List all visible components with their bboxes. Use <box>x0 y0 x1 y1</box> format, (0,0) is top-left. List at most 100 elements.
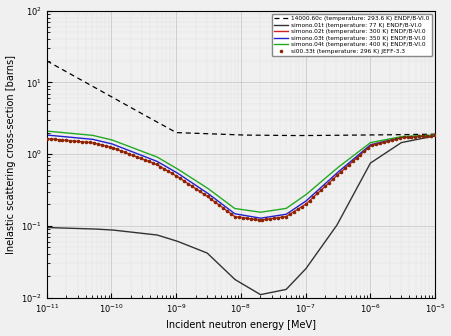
simono.01t (temperature: 77 K) ENDF/B-VI.0: (1e-05, 1.8): 77 K) ENDF/B-VI.0: (1e-05, 1.8) <box>433 134 438 138</box>
si00.33t (temperature: 296 K) JEFF-3.3: (9.31e-09, 0.133): 296 K) JEFF-3.3: (9.31e-09, 0.133) <box>235 214 243 220</box>
si00.33t (temperature: 296 K) JEFF-3.3: (6.12e-09, 0.162): 296 K) JEFF-3.3: (6.12e-09, 0.162) <box>224 208 231 214</box>
simono.04t (temperature: 400 K) ENDF/B-VI.0: (1e-05, 1.85): 400 K) ENDF/B-VI.0: (1e-05, 1.85) <box>433 133 438 137</box>
si00.33t (temperature: 296 K) JEFF-3.3: (7.05e-11, 1.35): 296 K) JEFF-3.3: (7.05e-11, 1.35) <box>98 142 105 148</box>
si00.33t (temperature: 296 K) JEFF-3.3: (3.51e-09, 0.235): 296 K) JEFF-3.3: (3.51e-09, 0.235) <box>208 197 215 202</box>
si00.33t (temperature: 296 K) JEFF-3.3: (4.03e-07, 0.634): 296 K) JEFF-3.3: (4.03e-07, 0.634) <box>341 166 349 171</box>
Line: simono.01t (temperature: 77 K) ENDF/B-VI.0: simono.01t (temperature: 77 K) ENDF/B-VI… <box>47 136 435 295</box>
si00.33t (temperature: 296 K) JEFF-3.3: (6.13e-07, 0.884): 296 K) JEFF-3.3: (6.13e-07, 0.884) <box>353 155 360 161</box>
si00.33t (temperature: 296 K) JEFF-3.3: (4.64e-11, 1.46): 296 K) JEFF-3.3: (4.64e-11, 1.46) <box>86 140 93 145</box>
simono.03t (temperature: 350 K) ENDF/B-VI.0: (1.1e-10, 1.36): 350 K) ENDF/B-VI.0: (1.1e-10, 1.36) <box>111 143 117 147</box>
si00.33t (temperature: 296 K) JEFF-3.3: (8.68e-10, 0.54): 296 K) JEFF-3.3: (8.68e-10, 0.54) <box>169 171 176 176</box>
si00.33t (temperature: 296 K) JEFF-3.3: (1.07e-10, 1.22): 296 K) JEFF-3.3: (1.07e-10, 1.22) <box>110 145 117 151</box>
si00.33t (temperature: 296 K) JEFF-3.3: (1.52e-07, 0.284): 296 K) JEFF-3.3: (1.52e-07, 0.284) <box>314 191 321 196</box>
si00.33t (temperature: 296 K) JEFF-3.3: (1.32e-11, 1.62): 296 K) JEFF-3.3: (1.32e-11, 1.62) <box>51 136 58 142</box>
simono.02t (temperature: 300 K) ENDF/B-VI.0: (1.1e-10, 1.21): 300 K) ENDF/B-VI.0: (1.1e-10, 1.21) <box>111 146 117 150</box>
simono.01t (temperature: 77 K) ENDF/B-VI.0: (2e-09, 0.0485): 77 K) ENDF/B-VI.0: (2e-09, 0.0485) <box>193 246 198 250</box>
si00.33t (temperature: 296 K) JEFF-3.3: (1.75e-11, 1.58): 296 K) JEFF-3.3: (1.75e-11, 1.58) <box>59 137 66 142</box>
si00.33t (temperature: 296 K) JEFF-3.3: (1.63e-06, 1.47): 296 K) JEFF-3.3: (1.63e-06, 1.47) <box>380 139 387 145</box>
si00.33t (temperature: 296 K) JEFF-3.3: (2.48e-06, 1.63): 296 K) JEFF-3.3: (2.48e-06, 1.63) <box>392 136 400 142</box>
si00.33t (temperature: 296 K) JEFF-3.3: (1.88e-08, 0.121): 296 K) JEFF-3.3: (1.88e-08, 0.121) <box>255 217 262 222</box>
si00.33t (temperature: 296 K) JEFF-3.3: (1e-09, 0.501): 296 K) JEFF-3.3: (1e-09, 0.501) <box>173 173 180 178</box>
14000.60c (temperature: 293.6 K) ENDF/B-VI.0: (5e-08, 1.82): 293.6 K) ENDF/B-VI.0: (5e-08, 1.82) <box>283 133 289 137</box>
si00.33t (temperature: 296 K) JEFF-3.3: (4.97e-10, 0.723): 296 K) JEFF-3.3: (4.97e-10, 0.723) <box>153 162 160 167</box>
si00.33t (temperature: 296 K) JEFF-3.3: (3.52e-11, 1.49): 296 K) JEFF-3.3: (3.52e-11, 1.49) <box>78 139 86 144</box>
si00.33t (temperature: 296 K) JEFF-3.3: (4.64e-09, 0.195): 296 K) JEFF-3.3: (4.64e-09, 0.195) <box>216 203 223 208</box>
si00.33t (temperature: 296 K) JEFF-3.3: (1.42e-06, 1.42): 296 K) JEFF-3.3: (1.42e-06, 1.42) <box>377 140 384 146</box>
si00.33t (temperature: 296 K) JEFF-3.3: (5.34e-07, 0.792): 296 K) JEFF-3.3: (5.34e-07, 0.792) <box>349 159 356 164</box>
14000.60c (temperature: 293.6 K) ENDF/B-VI.0: (7.66e-06, 1.89): 293.6 K) ENDF/B-VI.0: (7.66e-06, 1.89) <box>425 132 430 136</box>
si00.33t (temperature: 296 K) JEFF-3.3: (8.71e-06, 1.81): 296 K) JEFF-3.3: (8.71e-06, 1.81) <box>428 133 435 138</box>
si00.33t (temperature: 296 K) JEFF-3.3: (7.06e-09, 0.147): 296 K) JEFF-3.3: (7.06e-09, 0.147) <box>227 211 235 217</box>
si00.33t (temperature: 296 K) JEFF-3.3: (2.01e-07, 0.359): 296 K) JEFF-3.3: (2.01e-07, 0.359) <box>322 183 329 189</box>
simono.03t (temperature: 350 K) ENDF/B-VI.0: (7.66e-06, 1.8): 350 K) ENDF/B-VI.0: (7.66e-06, 1.8) <box>425 134 430 138</box>
X-axis label: Incident neutron energy [MeV]: Incident neutron energy [MeV] <box>166 321 316 330</box>
si00.33t (temperature: 296 K) JEFF-3.3: (1.52e-09, 0.39): 296 K) JEFF-3.3: (1.52e-09, 0.39) <box>184 181 192 186</box>
Line: 14000.60c (temperature: 293.6 K) ENDF/B-VI.0: 14000.60c (temperature: 293.6 K) ENDF/B-… <box>47 61 435 135</box>
14000.60c (temperature: 293.6 K) ENDF/B-VI.0: (3.64e-09, 1.91): 293.6 K) ENDF/B-VI.0: (3.64e-09, 1.91) <box>210 132 215 136</box>
Line: simono.04t (temperature: 400 K) ENDF/B-VI.0: simono.04t (temperature: 400 K) ENDF/B-V… <box>47 131 435 212</box>
si00.33t (temperature: 296 K) JEFF-3.3: (1.15e-11, 1.64): 296 K) JEFF-3.3: (1.15e-11, 1.64) <box>47 136 54 141</box>
simono.02t (temperature: 300 K) ENDF/B-VI.0: (1e-05, 1.82): 300 K) ENDF/B-VI.0: (1e-05, 1.82) <box>433 133 438 137</box>
simono.04t (temperature: 400 K) ENDF/B-VI.0: (1.73e-06, 1.6): 400 K) ENDF/B-VI.0: (1.73e-06, 1.6) <box>383 138 388 142</box>
si00.33t (temperature: 296 K) JEFF-3.3: (2.84e-06, 1.68): 296 K) JEFF-3.3: (2.84e-06, 1.68) <box>396 135 403 141</box>
si00.33t (temperature: 296 K) JEFF-3.3: (1.42e-08, 0.126): 296 K) JEFF-3.3: (1.42e-08, 0.126) <box>247 216 254 221</box>
si00.33t (temperature: 296 K) JEFF-3.3: (3.05e-09, 0.257): 296 K) JEFF-3.3: (3.05e-09, 0.257) <box>204 194 211 199</box>
si00.33t (temperature: 296 K) JEFF-3.3: (5.71e-10, 0.673): 296 K) JEFF-3.3: (5.71e-10, 0.673) <box>157 164 164 169</box>
si00.33t (temperature: 296 K) JEFF-3.3: (4.04e-09, 0.213): 296 K) JEFF-3.3: (4.04e-09, 0.213) <box>212 200 219 205</box>
si00.33t (temperature: 296 K) JEFF-3.3: (2.15e-08, 0.121): 296 K) JEFF-3.3: (2.15e-08, 0.121) <box>259 217 266 222</box>
si00.33t (temperature: 296 K) JEFF-3.3: (3.27e-10, 0.835): 296 K) JEFF-3.3: (3.27e-10, 0.835) <box>141 157 148 163</box>
si00.33t (temperature: 296 K) JEFF-3.3: (1.75e-07, 0.32): 296 K) JEFF-3.3: (1.75e-07, 0.32) <box>318 187 325 193</box>
si00.33t (temperature: 296 K) JEFF-3.3: (1e-11, 1.65): 296 K) JEFF-3.3: (1e-11, 1.65) <box>43 136 51 141</box>
Line: simono.03t (temperature: 350 K) ENDF/B-VI.0: simono.03t (temperature: 350 K) ENDF/B-V… <box>47 135 435 218</box>
si00.33t (temperature: 296 K) JEFF-3.3: (4.99e-06, 1.75): 296 K) JEFF-3.3: (4.99e-06, 1.75) <box>412 134 419 139</box>
simono.03t (temperature: 350 K) ENDF/B-VI.0: (2e-09, 0.37): 350 K) ENDF/B-VI.0: (2e-09, 0.37) <box>193 183 198 187</box>
si00.33t (temperature: 296 K) JEFF-3.3: (5.35e-11, 1.43): 296 K) JEFF-3.3: (5.35e-11, 1.43) <box>90 140 97 146</box>
simono.02t (temperature: 300 K) ENDF/B-VI.0: (4.83e-11, 1.45): 300 K) ENDF/B-VI.0: (4.83e-11, 1.45) <box>88 140 94 144</box>
simono.04t (temperature: 400 K) ENDF/B-VI.0: (2e-08, 0.155): 400 K) ENDF/B-VI.0: (2e-08, 0.155) <box>258 210 263 214</box>
si00.33t (temperature: 296 K) JEFF-3.3: (2.85e-08, 0.126): 296 K) JEFF-3.3: (2.85e-08, 0.126) <box>267 216 274 221</box>
14000.60c (temperature: 293.6 K) ENDF/B-VI.0: (1e-11, 20): 293.6 K) ENDF/B-VI.0: (1e-11, 20) <box>44 59 50 63</box>
si00.33t (temperature: 296 K) JEFF-3.3: (6.57e-08, 0.158): 296 K) JEFF-3.3: (6.57e-08, 0.158) <box>290 209 297 214</box>
si00.33t (temperature: 296 K) JEFF-3.3: (1.75e-09, 0.359): 296 K) JEFF-3.3: (1.75e-09, 0.359) <box>189 183 196 189</box>
si00.33t (temperature: 296 K) JEFF-3.3: (1.63e-08, 0.123): 296 K) JEFF-3.3: (1.63e-08, 0.123) <box>251 217 258 222</box>
simono.01t (temperature: 77 K) ENDF/B-VI.0: (4.83e-11, 0.0911): 77 K) ENDF/B-VI.0: (4.83e-11, 0.0911) <box>88 227 94 231</box>
si00.33t (temperature: 296 K) JEFF-3.3: (1.07e-06, 1.32): 296 K) JEFF-3.3: (1.07e-06, 1.32) <box>368 143 376 148</box>
simono.02t (temperature: 300 K) ENDF/B-VI.0: (1e-11, 1.65): 300 K) ENDF/B-VI.0: (1e-11, 1.65) <box>44 136 50 140</box>
simono.01t (temperature: 77 K) ENDF/B-VI.0: (3.64e-09, 0.0356): 77 K) ENDF/B-VI.0: (3.64e-09, 0.0356) <box>210 256 215 260</box>
si00.33t (temperature: 296 K) JEFF-3.3: (7.56e-10, 0.58): 296 K) JEFF-3.3: (7.56e-10, 0.58) <box>165 168 172 174</box>
si00.33t (temperature: 296 K) JEFF-3.3: (5.73e-06, 1.77): 296 K) JEFF-3.3: (5.73e-06, 1.77) <box>416 134 423 139</box>
simono.03t (temperature: 350 K) ENDF/B-VI.0: (4.83e-11, 1.62): 350 K) ENDF/B-VI.0: (4.83e-11, 1.62) <box>88 137 94 141</box>
si00.33t (temperature: 296 K) JEFF-3.3: (3.27e-08, 0.128): 296 K) JEFF-3.3: (3.27e-08, 0.128) <box>271 215 278 221</box>
si00.33t (temperature: 296 K) JEFF-3.3: (1.42e-10, 1.11): 296 K) JEFF-3.3: (1.42e-10, 1.11) <box>118 148 125 154</box>
si00.33t (temperature: 296 K) JEFF-3.3: (1.07e-08, 0.13): 296 K) JEFF-3.3: (1.07e-08, 0.13) <box>239 215 247 220</box>
si00.33t (temperature: 296 K) JEFF-3.3: (3.76e-08, 0.13): 296 K) JEFF-3.3: (3.76e-08, 0.13) <box>275 215 282 220</box>
si00.33t (temperature: 296 K) JEFF-3.3: (1.63e-10, 1.06): 296 K) JEFF-3.3: (1.63e-10, 1.06) <box>122 150 129 155</box>
si00.33t (temperature: 296 K) JEFF-3.3: (1e-05, 1.82): 296 K) JEFF-3.3: (1e-05, 1.82) <box>432 133 439 138</box>
si00.33t (temperature: 296 K) JEFF-3.3: (5.72e-08, 0.146): 296 K) JEFF-3.3: (5.72e-08, 0.146) <box>286 211 294 217</box>
si00.33t (temperature: 296 K) JEFF-3.3: (6.58e-06, 1.78): 296 K) JEFF-3.3: (6.58e-06, 1.78) <box>419 133 427 139</box>
si00.33t (temperature: 296 K) JEFF-3.3: (8.7e-08, 0.185): 296 K) JEFF-3.3: (8.7e-08, 0.185) <box>298 204 305 209</box>
simono.03t (temperature: 350 K) ENDF/B-VI.0: (1e-05, 1.83): 350 K) ENDF/B-VI.0: (1e-05, 1.83) <box>433 133 438 137</box>
si00.33t (temperature: 296 K) JEFF-3.3: (2.31e-09, 0.305): 296 K) JEFF-3.3: (2.31e-09, 0.305) <box>196 188 203 194</box>
si00.33t (temperature: 296 K) JEFF-3.3: (1.87e-06, 1.52): 296 K) JEFF-3.3: (1.87e-06, 1.52) <box>384 138 391 144</box>
si00.33t (temperature: 296 K) JEFF-3.3: (8.1e-11, 1.31): 296 K) JEFF-3.3: (8.1e-11, 1.31) <box>102 143 109 149</box>
simono.02t (temperature: 300 K) ENDF/B-VI.0: (2e-08, 0.12): 300 K) ENDF/B-VI.0: (2e-08, 0.12) <box>258 218 263 222</box>
si00.33t (temperature: 296 K) JEFF-3.3: (3.51e-07, 0.568): 296 K) JEFF-3.3: (3.51e-07, 0.568) <box>337 169 345 174</box>
si00.33t (temperature: 296 K) JEFF-3.3: (1.23e-08, 0.128): 296 K) JEFF-3.3: (1.23e-08, 0.128) <box>243 216 250 221</box>
Y-axis label: Inelastic scattering cross-section [barns]: Inelastic scattering cross-section [barn… <box>5 55 15 254</box>
si00.33t (temperature: 296 K) JEFF-3.3: (2.66e-09, 0.28): 296 K) JEFF-3.3: (2.66e-09, 0.28) <box>200 191 207 197</box>
si00.33t (temperature: 296 K) JEFF-3.3: (7.04e-07, 0.986): 296 K) JEFF-3.3: (7.04e-07, 0.986) <box>357 152 364 157</box>
simono.04t (temperature: 400 K) ENDF/B-VI.0: (1e-11, 2.1): 400 K) ENDF/B-VI.0: (1e-11, 2.1) <box>44 129 50 133</box>
si00.33t (temperature: 296 K) JEFF-3.3: (1.15e-07, 0.225): 296 K) JEFF-3.3: (1.15e-07, 0.225) <box>306 198 313 203</box>
simono.03t (temperature: 350 K) ENDF/B-VI.0: (3.64e-09, 0.254): 350 K) ENDF/B-VI.0: (3.64e-09, 0.254) <box>210 195 215 199</box>
si00.33t (temperature: 296 K) JEFF-3.3: (2.31e-11, 1.55): 296 K) JEFF-3.3: (2.31e-11, 1.55) <box>67 138 74 143</box>
si00.33t (temperature: 296 K) JEFF-3.3: (2e-11, 1.56): 296 K) JEFF-3.3: (2e-11, 1.56) <box>63 137 70 143</box>
14000.60c (temperature: 293.6 K) ENDF/B-VI.0: (1.1e-10, 6.01): 293.6 K) ENDF/B-VI.0: (1.1e-10, 6.01) <box>111 96 117 100</box>
si00.33t (temperature: 296 K) JEFF-3.3: (9.98e-08, 0.2): 296 K) JEFF-3.3: (9.98e-08, 0.2) <box>302 202 309 207</box>
14000.60c (temperature: 293.6 K) ENDF/B-VI.0: (1e-05, 1.9): 293.6 K) ENDF/B-VI.0: (1e-05, 1.9) <box>433 132 438 136</box>
Legend: 14000.60c (temperature: 293.6 K) ENDF/B-VI.0, simono.01t (temperature: 77 K) END: 14000.60c (temperature: 293.6 K) ENDF/B-… <box>272 14 432 56</box>
simono.01t (temperature: 77 K) ENDF/B-VI.0: (2e-08, 0.011): 77 K) ENDF/B-VI.0: (2e-08, 0.011) <box>258 293 263 297</box>
si00.33t (temperature: 296 K) JEFF-3.3: (4.65e-07, 0.71): 296 K) JEFF-3.3: (4.65e-07, 0.71) <box>345 162 352 168</box>
si00.33t (temperature: 296 K) JEFF-3.3: (4.04e-11, 1.48): 296 K) JEFF-3.3: (4.04e-11, 1.48) <box>83 139 90 145</box>
simono.02t (temperature: 300 K) ENDF/B-VI.0: (3.64e-09, 0.229): 300 K) ENDF/B-VI.0: (3.64e-09, 0.229) <box>210 198 215 202</box>
